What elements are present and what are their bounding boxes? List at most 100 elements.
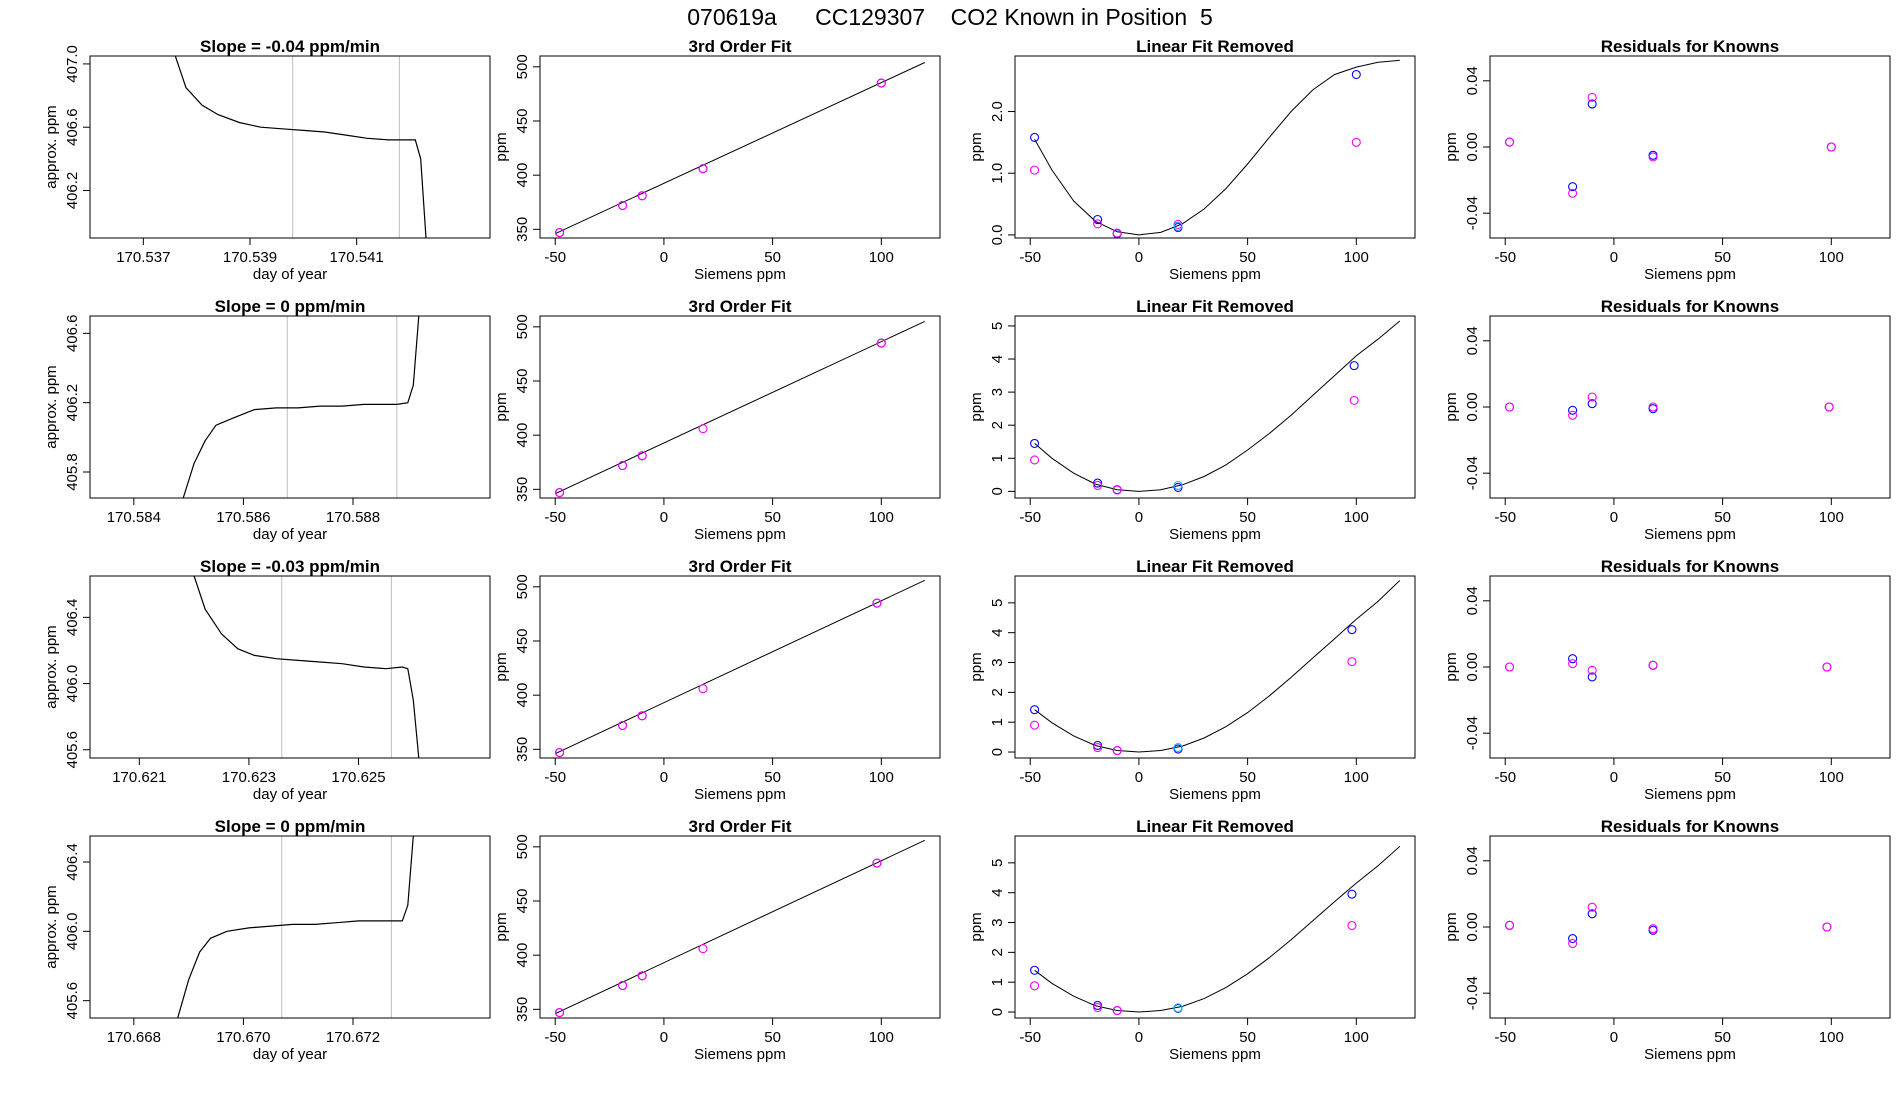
x-tick-label: 100 [1819, 249, 1844, 266]
plot-area [1505, 92, 1836, 198]
data-point-magenta [1568, 410, 1578, 420]
x-tick-label: 100 [869, 1029, 894, 1046]
plot-area [1505, 654, 1832, 682]
data-point-blue [1587, 672, 1597, 682]
y-axis-label: ppm [493, 132, 510, 161]
data-point-magenta [1347, 657, 1357, 667]
y-axis-label: ppm [493, 652, 510, 681]
y-tick-label: 350 [514, 477, 531, 502]
x-tick-label: 100 [869, 509, 894, 526]
x-tick-label: 0 [1610, 1029, 1618, 1046]
x-tick-label: 50 [1714, 249, 1731, 266]
plot-frame [89, 575, 491, 759]
data-point-magenta [1568, 938, 1578, 949]
data-point-magenta [872, 598, 882, 608]
data-point-magenta [872, 858, 882, 868]
plot-area [1030, 846, 1401, 1016]
data-point-magenta [618, 460, 628, 471]
x-tick-label: 100 [1819, 769, 1844, 786]
data-point-blue [1351, 69, 1361, 80]
x-tick-label: 0 [660, 509, 668, 526]
x-tick-label: 0 [1135, 769, 1143, 786]
plot-area [1030, 580, 1401, 756]
data-point-magenta [637, 451, 647, 461]
plot-frame [1489, 575, 1891, 759]
plot-area [1505, 392, 1834, 420]
x-axis-label: Siemens ppm [1169, 526, 1261, 543]
y-tick-label: 0.04 [1464, 846, 1481, 875]
series-line [193, 576, 420, 758]
data-point-magenta [698, 684, 708, 694]
data-point-blue [1030, 438, 1040, 448]
data-point-magenta [555, 748, 565, 758]
x-axis-label: day of year [253, 526, 327, 543]
chart-panel-r3-c1: 170.621 170.623 170.625 405.6 406.0 406.4 Slop… [43, 557, 491, 803]
x-tick-label: 0 [1610, 249, 1618, 266]
y-tick-label: -0.04 [1464, 456, 1481, 490]
data-point-cyan [1173, 743, 1183, 753]
x-tick-label: 0 [1610, 509, 1618, 526]
data-point-blue [1587, 909, 1597, 919]
x-tick-label: 50 [764, 1029, 781, 1046]
y-tick-label: 405.8 [64, 453, 81, 491]
panel-title: Residuals for Knowns [1601, 817, 1780, 836]
data-point-magenta [1030, 981, 1040, 991]
data-point-magenta [637, 971, 647, 981]
x-tick-label: -50 [544, 509, 566, 526]
panel-title: 3rd Order Fit [689, 37, 792, 56]
x-tick-label: -50 [1494, 1029, 1516, 1046]
plot-frame [539, 575, 941, 759]
x-tick-label: 170.670 [216, 1029, 270, 1046]
panel-title: Residuals for Knowns [1601, 37, 1780, 56]
data-point-magenta [1505, 662, 1515, 672]
plot-area [555, 320, 925, 498]
y-axis-label: ppm [1443, 132, 1460, 161]
data-point-cyan [1173, 1003, 1183, 1013]
plot-frame [89, 55, 491, 239]
x-axis-label: Siemens ppm [1644, 266, 1736, 283]
data-point-magenta [618, 200, 628, 211]
x-tick-label: 170.539 [223, 249, 277, 266]
x-tick-label: -50 [1019, 1029, 1041, 1046]
y-tick-label: 2.0 [989, 101, 1006, 122]
chart-panel-r1-c3: -50 0 50 100 0.0 1.0 2.0 Linear Fit Removed Siem… [968, 37, 1416, 283]
panel-title: Slope = 0 ppm/min [215, 817, 366, 836]
series-line [177, 836, 414, 1018]
x-tick-label: 170.621 [112, 769, 166, 786]
plot-frame [89, 835, 491, 1019]
x-tick-label: 100 [869, 769, 894, 786]
data-point-magenta [1112, 745, 1122, 756]
chart-panel-r1-c2: -50 0 50 100 350 400 450 500 3rd Order Fit Siemen… [493, 37, 941, 283]
y-axis-label: approx. ppm [43, 625, 60, 708]
data-point-magenta [1648, 924, 1658, 934]
x-tick-label: 0 [1610, 769, 1618, 786]
data-point-cyan [1173, 221, 1183, 231]
y-tick-label: 1.0 [989, 163, 1006, 184]
panel-title: Residuals for Knowns [1601, 297, 1780, 316]
y-tick-label: -0.04 [1464, 196, 1481, 230]
y-tick-label: -0.04 [1464, 716, 1481, 750]
panel-title: Linear Fit Removed [1136, 817, 1294, 836]
data-point-magenta [1030, 165, 1040, 175]
y-tick-label: 500 [514, 314, 531, 339]
data-point-magenta [1349, 395, 1359, 405]
chart-panel-r4-c3: -50 0 50 100 0 1 2 3 4 5 Linear Fit Removed Siemens… [968, 817, 1416, 1063]
x-tick-label: 100 [1344, 769, 1369, 786]
x-tick-label: 0 [1135, 509, 1143, 526]
data-point-magenta [1505, 920, 1515, 930]
y-tick-label: 1 [989, 454, 1006, 462]
y-tick-label: 500 [514, 574, 531, 599]
chart-panel-r3-c3: -50 0 50 100 0 1 2 3 4 5 Linear Fit Removed Siemens… [968, 557, 1416, 803]
data-point-blue [1347, 889, 1357, 899]
data-point-magenta [1093, 219, 1103, 229]
plot-area [555, 839, 925, 1018]
data-point-blue [1093, 214, 1103, 225]
chart-panel-r2-c1: 170.584 170.586 170.588 405.8 406.2 406.6 Slop… [43, 297, 491, 543]
y-tick-label: 405.6 [64, 982, 81, 1020]
data-point-magenta [1347, 920, 1357, 931]
y-tick-label: 0.00 [1464, 912, 1481, 941]
x-tick-label: 170.623 [222, 769, 276, 786]
data-point-blue [1587, 399, 1597, 409]
panel-title: Linear Fit Removed [1136, 37, 1294, 56]
x-tick-label: 170.668 [107, 1029, 161, 1046]
